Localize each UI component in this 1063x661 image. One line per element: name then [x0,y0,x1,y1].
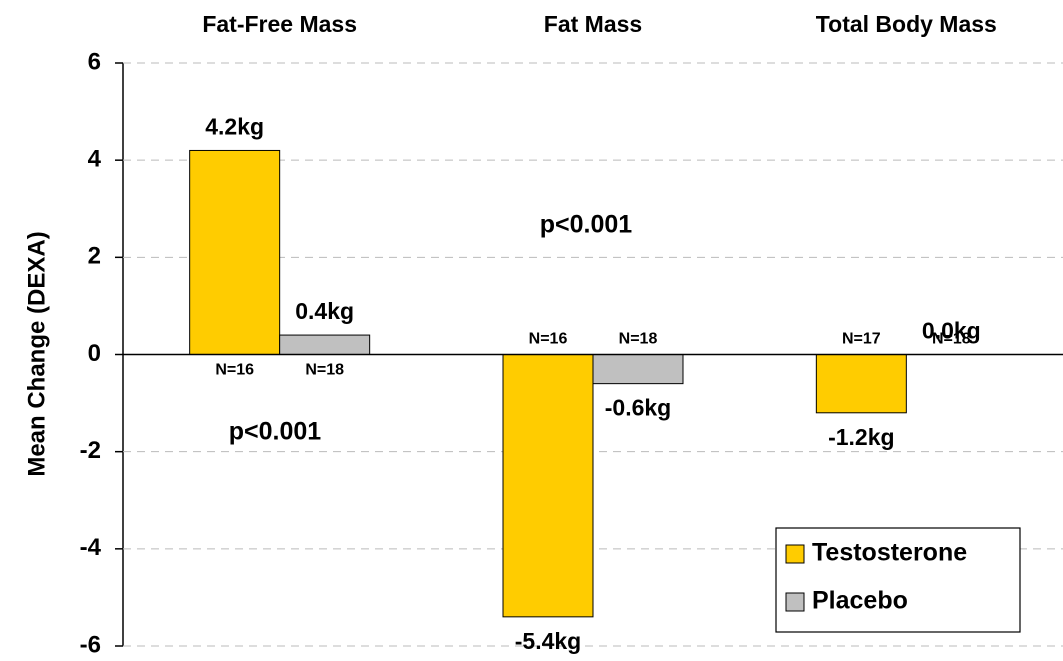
category-label: Fat-Free Mass [202,11,357,37]
bar [502,354,594,618]
n-label: N=16 [529,331,568,348]
y-tick-label: 2 [88,243,101,270]
legend-swatch [785,592,805,612]
legend-label: Testosterone [812,539,967,567]
y-axis-label: Mean Change (DEXA) [23,231,50,476]
legend-swatch [785,544,805,564]
category-label: Fat Mass [544,11,642,37]
category-label: Total Body Mass [816,11,997,37]
y-tick-label: -4 [80,534,102,561]
data-label: -1.2kg [828,424,894,450]
y-tick-label: -6 [80,631,101,658]
n-label: N=18 [305,362,344,379]
data-label: 4.2kg [205,114,264,140]
data-label: -5.4kg [515,628,581,654]
legend-box [775,527,1021,633]
legend-label: Placebo [812,587,908,615]
bar [189,149,281,355]
bar [279,334,371,356]
annotation: p<0.001 [540,211,633,239]
data-label: 0.0kg [922,318,981,344]
n-label: N=18 [619,331,658,348]
data-label: 0.4kg [295,298,354,324]
data-label: -0.6kg [605,395,671,421]
n-label: N=17 [842,331,881,348]
y-tick-label: 6 [88,48,101,75]
y-tick-label: 4 [88,146,102,173]
n-label: N=18 [932,331,971,348]
n-label: N=16 [215,362,254,379]
bar [815,354,907,414]
bar [592,354,684,385]
annotation: p<0.001 [229,418,322,446]
y-tick-label: 0 [88,340,101,367]
y-tick-label: -2 [80,437,101,464]
